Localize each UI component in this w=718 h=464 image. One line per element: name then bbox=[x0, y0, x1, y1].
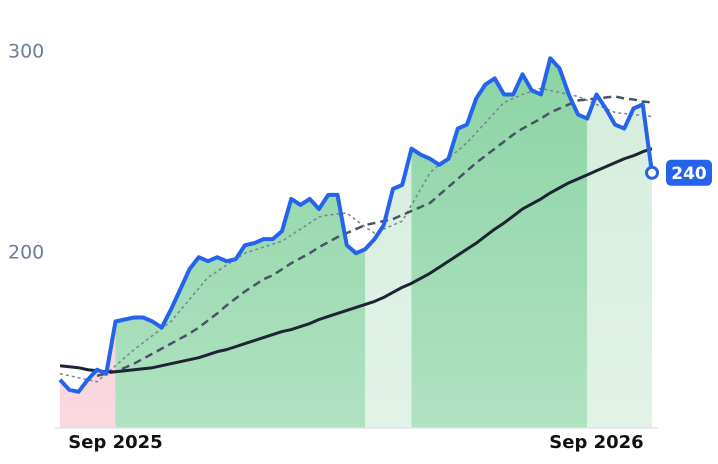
x-tick-label: Sep 2025 bbox=[68, 432, 162, 453]
last-point bbox=[645, 165, 659, 180]
x-tick-label: Sep 2026 bbox=[549, 432, 643, 453]
last-value-badge bbox=[666, 159, 712, 186]
last-value-label: 240 bbox=[671, 164, 707, 184]
series-line bbox=[96, 95, 653, 377]
area-fade bbox=[60, 0, 652, 428]
series-line bbox=[59, 147, 653, 374]
y-tick-label: 200 bbox=[8, 242, 44, 264]
series-line bbox=[58, 56, 654, 394]
y-tick-label: 300 bbox=[8, 41, 44, 63]
